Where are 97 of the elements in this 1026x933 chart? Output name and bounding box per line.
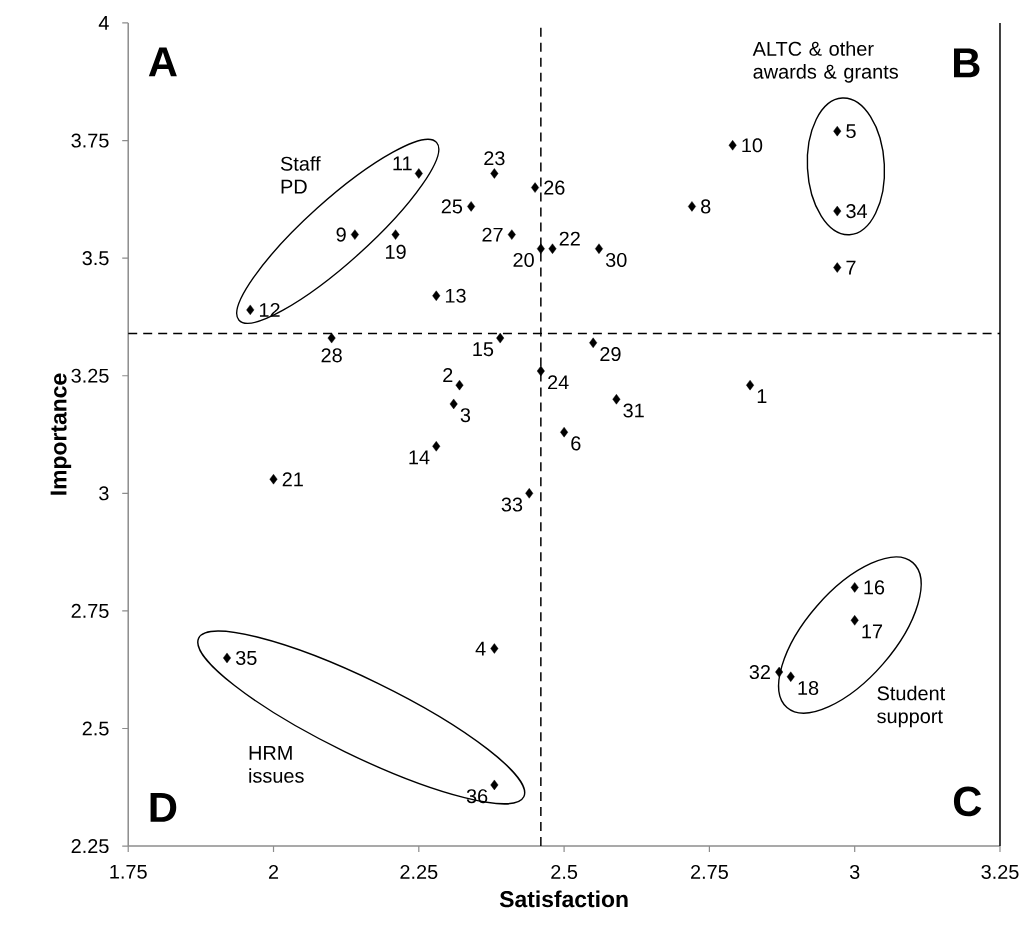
point <box>786 671 795 682</box>
annotation: 10 <box>742 138 763 153</box>
point <box>449 398 458 409</box>
annotation: 1 <box>757 389 767 403</box>
annotation: 33 <box>501 497 523 512</box>
annotation: 28 <box>321 348 342 363</box>
annotation: 6 <box>571 436 581 451</box>
annotation: B <box>954 48 980 78</box>
annotation: 29 <box>600 346 621 361</box>
point <box>327 332 336 344</box>
point <box>612 393 621 405</box>
annotation: 8 <box>701 199 711 214</box>
annotation: Staff PD <box>280 156 321 194</box>
y-tick-label: 3.75 <box>71 133 109 148</box>
annotation: 26 <box>544 180 565 195</box>
annotation: 22 <box>559 231 580 246</box>
point <box>455 379 464 391</box>
point <box>688 201 696 212</box>
annotation: 12 <box>259 302 280 317</box>
point <box>833 262 842 273</box>
annotation: 15 <box>473 342 494 357</box>
point <box>490 168 499 179</box>
x-tick-label: 2.25 <box>400 864 438 879</box>
point <box>775 666 784 678</box>
point <box>496 332 505 344</box>
point <box>391 229 400 240</box>
point <box>223 652 231 663</box>
annotation: C <box>953 786 982 817</box>
point <box>350 229 359 240</box>
point <box>589 337 598 348</box>
annotation: 35 <box>235 650 257 665</box>
annotation: 5 <box>846 124 856 138</box>
point <box>432 440 441 452</box>
point <box>595 243 603 254</box>
y-tick-label: 2.25 <box>71 838 109 853</box>
point <box>525 487 534 499</box>
annotation: 14 <box>409 450 430 465</box>
annotation: 30 <box>605 252 627 267</box>
annotation: 21 <box>282 472 303 486</box>
annotation: 17 <box>862 624 883 639</box>
point <box>728 139 737 151</box>
annotation: 16 <box>864 580 885 595</box>
x-tick-label: 1.75 <box>110 864 147 879</box>
point <box>560 426 569 438</box>
annotation: ALTC & other awards & grants <box>752 41 898 83</box>
point <box>536 243 545 254</box>
point <box>850 582 859 593</box>
annotation: 24 <box>548 375 569 389</box>
x-tick-label: 3 <box>849 864 860 879</box>
y-tick-label: 2.5 <box>82 721 109 736</box>
point <box>850 614 859 626</box>
point <box>833 125 842 137</box>
annotation: 2 <box>443 367 453 382</box>
y-tick-label: 3.5 <box>82 250 109 266</box>
y-tick-label: 2.75 <box>71 603 109 618</box>
annotation: 25 <box>441 199 463 214</box>
y-tick-label: 3 <box>99 486 109 501</box>
annotation: 32 <box>749 664 770 679</box>
point <box>467 201 476 212</box>
point <box>507 229 516 240</box>
annotation: 23 <box>484 151 505 166</box>
annotation: 11 <box>393 156 412 171</box>
x-tick-label: 2.75 <box>691 864 728 879</box>
annotation: 4 <box>475 641 486 656</box>
point <box>414 168 423 179</box>
annotation: 7 <box>846 260 856 275</box>
annotation: 34 <box>846 203 868 218</box>
point <box>269 473 278 485</box>
point <box>432 290 441 301</box>
y-tick-label: 4 <box>98 15 109 30</box>
x-tick-label: 2 <box>268 864 279 879</box>
x-tick-label: 3.25 <box>981 864 1019 879</box>
annotation: D <box>150 792 177 822</box>
annotation: HRM issues <box>249 745 304 783</box>
annotation: 20 <box>513 252 534 267</box>
annotation: A <box>148 47 177 77</box>
annotation: 19 <box>386 244 406 259</box>
x-tick-label: 2.5 <box>551 864 578 879</box>
point <box>531 182 539 193</box>
point <box>833 205 842 217</box>
point <box>746 379 755 391</box>
annotation: 13 <box>445 288 466 303</box>
annotation: 3 <box>460 407 471 423</box>
annotation: 31 <box>623 403 644 418</box>
x-axis-title: Satisfaction <box>499 890 628 908</box>
annotation: 27 <box>482 227 503 242</box>
annotation: Student support <box>877 685 946 728</box>
point <box>246 304 255 315</box>
point <box>548 243 557 254</box>
point <box>490 643 499 654</box>
annotation: 9 <box>336 227 346 242</box>
annotation: 18 <box>798 680 819 695</box>
y-axis-title: Importance <box>50 373 72 495</box>
point <box>490 779 499 790</box>
point <box>536 365 545 377</box>
y-tick-label: 3.25 <box>71 368 109 383</box>
annotation: 36 <box>466 788 488 804</box>
